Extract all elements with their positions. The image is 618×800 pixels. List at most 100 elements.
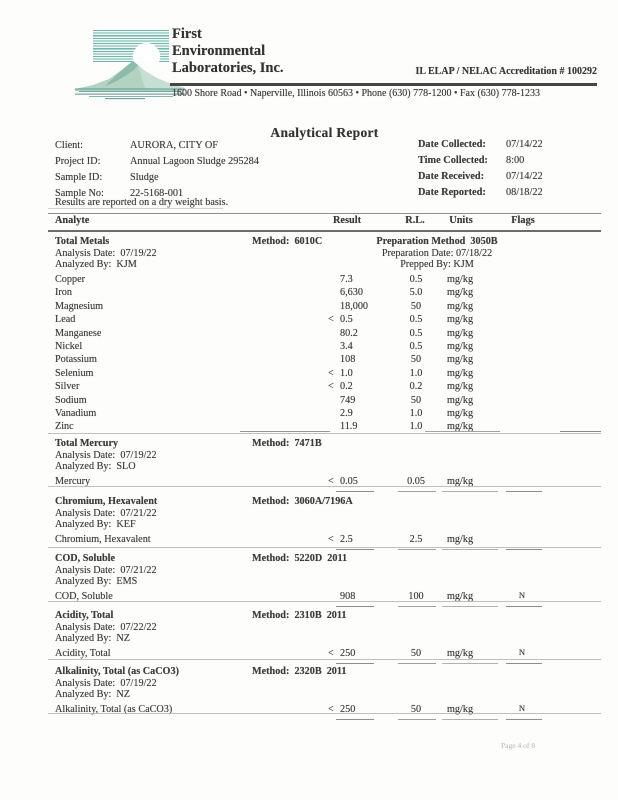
reporting-limit: 5.0 — [409, 287, 423, 299]
scan-artifact-dash — [336, 491, 374, 493]
analyzed-by: Analyzed By: EMS — [55, 576, 138, 587]
scan-artifact-dash — [442, 719, 498, 721]
flag-value: N — [518, 703, 526, 713]
analyte-name: Mercury — [55, 476, 91, 487]
info-row: Sample ID: Sludge — [55, 172, 259, 188]
section-rows: Copper 7.3 0.5 mg/kg Iron 6,630 5.0 mg/kg Magnes… — [0, 274, 618, 435]
col-header-analyte: Analyte — [55, 215, 90, 226]
table-row: Copper 7.3 0.5 mg/kg — [0, 274, 618, 287]
section-title: Alkalinity, Total (as CaCO3) — [55, 666, 179, 677]
info-label: Time Collected: — [418, 154, 488, 166]
analyte-name: Copper — [55, 274, 85, 285]
units-value: mg/kg — [447, 704, 474, 715]
info-label: Sample ID: — [55, 171, 103, 183]
reporting-limit: 0.5 — [409, 340, 423, 352]
accreditation-text: IL ELAP / NELAC Accreditation # 100292 — [415, 66, 598, 77]
result-value: 11.9 — [340, 421, 358, 433]
section-method: Method: 3060A/7196A — [252, 496, 353, 507]
analyte-name: Potassium — [55, 354, 97, 366]
result-value: 6,630 — [340, 287, 363, 299]
analyte-name: Selenium — [55, 367, 94, 379]
units-value: mg/kg — [447, 340, 474, 352]
reporting-limit: 50 — [410, 704, 422, 715]
scan-artifact-dash — [398, 549, 436, 551]
company-name-line: Laboratories, Inc. — [172, 60, 284, 76]
analyte-name: Silver — [55, 381, 80, 393]
scan-artifact-dash — [336, 663, 374, 665]
col-header-flags: Flags — [511, 215, 535, 226]
info-row: Date Collected: 07/14/22 — [418, 139, 543, 155]
units-value: mg/kg — [447, 381, 474, 393]
dry-weight-note: Results are reported on a dry weight bas… — [55, 197, 229, 208]
reporting-limit: 0.2 — [409, 381, 423, 393]
info-label: Date Reported: — [418, 186, 486, 198]
result-value: 0.5 — [340, 314, 353, 326]
scan-artifact-dash — [425, 431, 500, 432]
table-row: Silver <0.2 0.2 mg/kg — [0, 381, 618, 394]
scan-artifact-dash — [506, 491, 542, 493]
table-row: Iron 6,630 5.0 mg/kg — [0, 287, 618, 300]
logo-sun-icon — [133, 43, 160, 62]
table-row: Manganese 80.2 0.5 mg/kg — [0, 328, 618, 341]
info-label: Project ID: — [55, 155, 101, 167]
scan-artifact-dash — [240, 431, 330, 432]
analyzed-by: Analyzed By: KJM — [55, 259, 137, 270]
scan-artifact-line — [48, 208, 223, 209]
result-value: 250 — [340, 648, 356, 659]
analyte-name: Alkalinity, Total (as CaCO3) — [55, 704, 173, 715]
reporting-limit: 0.5 — [409, 274, 423, 285]
info-value: 07/14/22 — [506, 170, 543, 182]
scan-artifact-dash — [336, 606, 374, 608]
analysis-date: Analysis Date: 07/19/22 — [55, 248, 157, 259]
section-rows: Acidity, Total <250 50 mg/kg N — [0, 647, 618, 661]
less-than-qualifier: < — [328, 534, 334, 545]
report-title: Analytical Report — [270, 125, 379, 140]
page-number: Page 4 of 8 — [501, 741, 535, 750]
analysis-date: Analysis Date: 07/19/22 — [55, 450, 157, 461]
reporting-limit: 50 — [410, 300, 422, 312]
logo-mountain-water-icon — [75, 61, 185, 100]
section-title: Total Metals — [55, 236, 110, 247]
units-value: mg/kg — [447, 407, 474, 419]
analyte-name: Lead — [55, 314, 76, 326]
analysis-date: Analysis Date: 07/19/22 — [55, 678, 157, 689]
table-row: Sodium 749 50 mg/kg — [0, 395, 618, 408]
col-header-rl: R.L. — [405, 215, 425, 226]
analyte-name: Manganese — [55, 327, 102, 339]
reporting-limit: 1.0 — [409, 407, 423, 419]
table-row: Zinc 11.9 1.0 mg/kg — [0, 421, 618, 434]
section-rows: Chromium, Hexavalent <2.5 2.5 mg/kg — [0, 534, 618, 547]
units-value: mg/kg — [447, 534, 474, 545]
scan-artifact-dash — [398, 491, 436, 493]
info-value: 8:00 — [506, 154, 525, 166]
analyte-name: Nickel — [55, 340, 83, 352]
preparation-line: Prepped By: KJM — [400, 259, 474, 271]
result-value: 1.0 — [340, 367, 353, 379]
sample-info-left: Client: AURORA, CITY OF Project ID: Annual … — [55, 140, 259, 204]
sample-info-right: Date Collected: 07/14/22 Time Collected: 8:… — [418, 139, 543, 203]
section-title: Acidity, Total — [55, 610, 114, 621]
reporting-limit: 1.0 — [409, 421, 423, 433]
analysis-date: Analysis Date: 07/21/22 — [55, 565, 157, 576]
units-value: mg/kg — [447, 274, 474, 285]
result-value: 749 — [340, 394, 356, 406]
section-separator — [48, 713, 601, 714]
section-method: Method: 7471B — [252, 438, 322, 449]
section-title: Total Mercury — [55, 438, 119, 449]
reporting-limit: 2.5 — [409, 534, 423, 545]
preparation-line: Preparation Date: 07/18/22 — [381, 247, 493, 259]
section-rows: COD, Soluble 908 100 mg/kg N — [0, 590, 618, 604]
result-value: 108 — [340, 354, 356, 366]
analyte-name: Vanadium — [55, 407, 97, 419]
result-value: 7.3 — [340, 274, 353, 285]
info-row: Client: AURORA, CITY OF — [55, 140, 259, 156]
less-than-qualifier: < — [328, 367, 334, 379]
table-header-top-rule — [48, 212, 601, 214]
scan-artifact-dash — [336, 719, 374, 721]
scan-artifact-dash — [506, 606, 542, 608]
info-row: Project ID: Annual Lagoon Sludge 295284 — [55, 156, 259, 172]
analyzed-by: Analyzed By: KEF — [55, 519, 136, 530]
reporting-limit: 0.5 — [409, 314, 423, 326]
reporting-limit: 50 — [410, 354, 422, 366]
